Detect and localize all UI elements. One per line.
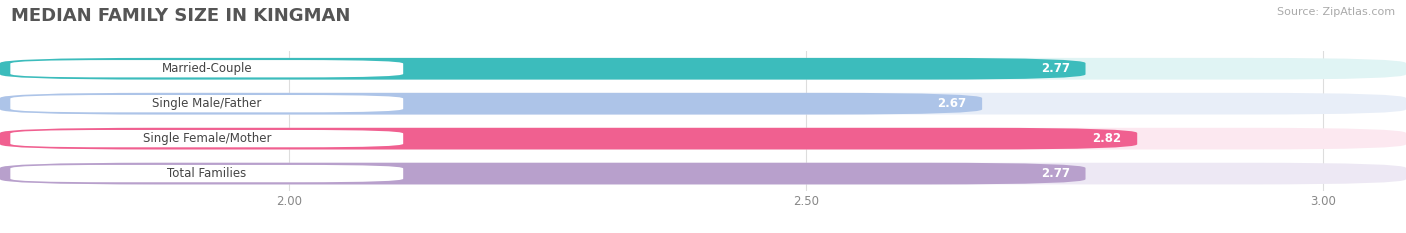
Text: 2.82: 2.82 — [1092, 132, 1122, 145]
FancyBboxPatch shape — [10, 130, 404, 147]
FancyBboxPatch shape — [10, 60, 404, 77]
FancyBboxPatch shape — [0, 93, 1406, 115]
Text: MEDIAN FAMILY SIZE IN KINGMAN: MEDIAN FAMILY SIZE IN KINGMAN — [11, 7, 350, 25]
FancyBboxPatch shape — [0, 163, 1406, 185]
FancyBboxPatch shape — [10, 95, 404, 112]
FancyBboxPatch shape — [0, 58, 1085, 80]
Text: Married-Couple: Married-Couple — [162, 62, 252, 75]
FancyBboxPatch shape — [0, 58, 1406, 80]
FancyBboxPatch shape — [10, 165, 404, 182]
Text: 2.77: 2.77 — [1040, 62, 1070, 75]
FancyBboxPatch shape — [0, 93, 983, 115]
FancyBboxPatch shape — [0, 128, 1137, 150]
FancyBboxPatch shape — [0, 128, 1406, 150]
Text: 2.77: 2.77 — [1040, 167, 1070, 180]
Text: Single Female/Mother: Single Female/Mother — [142, 132, 271, 145]
Text: Total Families: Total Families — [167, 167, 246, 180]
FancyBboxPatch shape — [0, 163, 1085, 185]
Text: Single Male/Father: Single Male/Father — [152, 97, 262, 110]
Text: 2.67: 2.67 — [938, 97, 967, 110]
Text: Source: ZipAtlas.com: Source: ZipAtlas.com — [1277, 7, 1395, 17]
